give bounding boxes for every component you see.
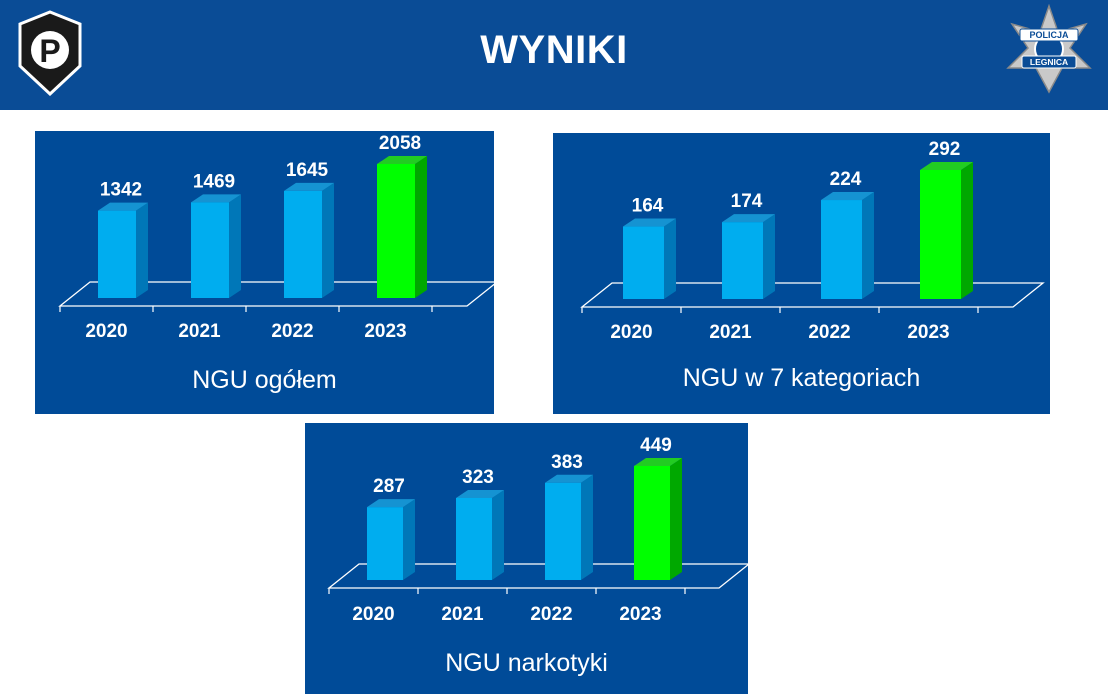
police-star-badge-icon: POLICJA LEGNICA	[1006, 4, 1092, 94]
chart-ngu-7-categories: 164 2020 174 2021 224 2022 292 2023 NGU w 7 kate…	[580, 139, 1045, 392]
x-tick-label: 2021	[178, 321, 221, 342]
bar-top	[284, 182, 334, 191]
x-tick-label: 2020	[85, 321, 127, 342]
bar	[191, 202, 229, 298]
bar-top	[722, 214, 775, 223]
data-label: 449	[640, 435, 672, 456]
chart-title: NGU w 7 kategoriach	[683, 364, 921, 392]
data-label: 224	[830, 169, 862, 190]
x-tick-label: 2021	[441, 604, 484, 625]
bar-side	[581, 474, 593, 580]
bar-top	[377, 156, 427, 164]
x-tick-label: 2023	[907, 322, 949, 343]
bar-top	[634, 458, 682, 466]
bar	[284, 190, 322, 298]
data-label: 292	[929, 139, 961, 160]
bar-top	[623, 218, 676, 227]
chart-title: NGU ogółem	[192, 366, 337, 394]
badge-text-bottom: LEGNICA	[1030, 57, 1068, 67]
x-tick-label: 2021	[709, 322, 752, 343]
bar-top	[920, 162, 973, 170]
chart-panel-ngu-total: 1342 2020 1469 2021 1645 2022 2058 2023 NGU ogół…	[35, 131, 494, 414]
bar	[623, 226, 664, 299]
bar-top	[456, 489, 504, 498]
svg-text:P: P	[39, 33, 60, 69]
bar-highlight	[634, 466, 670, 580]
x-tick-label: 2023	[364, 321, 406, 342]
bar-side	[415, 156, 427, 298]
header-bar: P WYNIKI POLICJA LEGNICA	[0, 0, 1108, 110]
bar-side	[670, 458, 682, 580]
data-label: 1469	[193, 171, 235, 192]
data-label: 164	[632, 196, 664, 217]
bar-top	[821, 192, 874, 201]
chart-title: NGU narkotyki	[445, 649, 608, 677]
police-p-shield-icon: P	[18, 10, 82, 96]
bar-top	[545, 474, 593, 483]
bar-side	[763, 214, 775, 299]
data-label: 323	[462, 467, 494, 488]
badge-text-top: POLICJA	[1029, 30, 1069, 40]
bar	[545, 482, 581, 580]
data-label: 174	[731, 191, 763, 212]
chart-panel-ngu-drugs: 287 2020 323 2021 383 2022 449 2023 NGU narkotyk…	[305, 423, 748, 694]
bar-side	[862, 192, 874, 299]
bar	[98, 210, 136, 298]
bar-side	[664, 218, 676, 299]
x-tick-label: 2020	[352, 604, 394, 625]
data-label: 2058	[379, 133, 421, 154]
bar	[722, 222, 763, 299]
page-title: WYNIKI	[480, 28, 628, 72]
bar	[821, 200, 862, 299]
chart-ngu-total: 1342 2020 1469 2021 1645 2022 2058 2023 NGU ogół…	[58, 133, 494, 394]
bar-top	[98, 202, 148, 211]
bar-side	[403, 499, 415, 580]
bar	[367, 507, 403, 580]
x-tick-label: 2022	[271, 321, 313, 342]
x-tick-label: 2022	[808, 322, 850, 343]
bar-top	[191, 194, 241, 203]
data-label: 1342	[100, 180, 142, 201]
bar-top	[367, 499, 415, 508]
chart-floor	[58, 281, 494, 307]
x-tick-label: 2023	[619, 604, 661, 625]
chart-ngu-drugs: 287 2020 323 2021 383 2022 449 2023 NGU narkotyk…	[327, 435, 748, 677]
x-tick-label: 2020	[610, 322, 652, 343]
data-label: 1645	[286, 160, 329, 181]
chart-floor	[580, 282, 1045, 308]
chart-floor	[327, 563, 748, 589]
bar-side	[492, 489, 504, 580]
bar-side	[229, 194, 241, 298]
bar-side	[136, 202, 148, 298]
bar-highlight	[920, 170, 961, 299]
data-label: 287	[373, 476, 405, 497]
chart-panel-ngu-7-categories: 164 2020 174 2021 224 2022 292 2023 NGU w 7 kate…	[553, 133, 1050, 414]
bar-highlight	[377, 164, 415, 298]
x-tick-label: 2022	[530, 604, 572, 625]
bar-side	[961, 162, 973, 299]
data-label: 383	[551, 452, 583, 473]
bar-side	[322, 182, 334, 298]
bar	[456, 497, 492, 580]
